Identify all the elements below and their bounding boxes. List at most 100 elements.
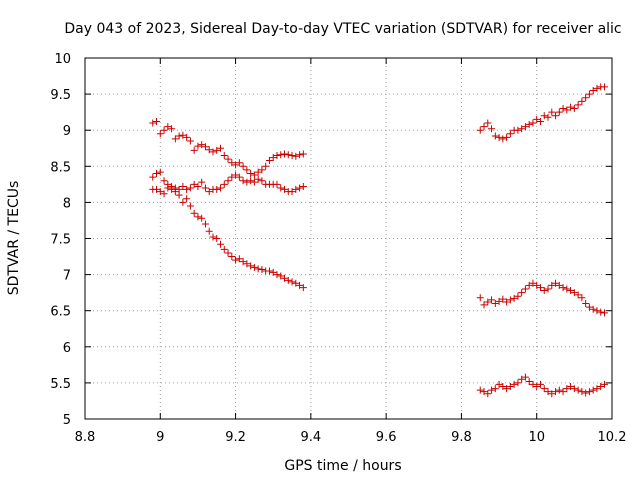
- data-point: [529, 119, 537, 127]
- data-point: [292, 279, 300, 287]
- data-point: [484, 390, 492, 398]
- data-point: [488, 386, 496, 394]
- data-point: [232, 161, 240, 169]
- data-point: [476, 294, 484, 302]
- data-point: [503, 133, 511, 141]
- x-tick-label: 9.4: [301, 430, 322, 445]
- data-point: [213, 146, 221, 154]
- data-point: [190, 209, 198, 217]
- data-point: [536, 284, 544, 292]
- data-point: [510, 294, 518, 302]
- data-point: [171, 135, 179, 143]
- data-point: [495, 380, 503, 388]
- data-point: [476, 386, 484, 394]
- data-point: [299, 150, 307, 158]
- data-point: [544, 113, 552, 121]
- data-point: [499, 295, 507, 303]
- data-point: [224, 249, 232, 257]
- data-point: [220, 245, 228, 253]
- x-tick-label: 9.8: [451, 430, 472, 445]
- data-point: [183, 195, 191, 203]
- data-point: [529, 380, 537, 388]
- data-point: [265, 267, 273, 275]
- data-point: [540, 385, 548, 393]
- y-tick-label: 8.5: [50, 160, 71, 175]
- data-point: [153, 185, 161, 193]
- data-point: [536, 380, 544, 388]
- data-point: [171, 188, 179, 196]
- data-point: [570, 289, 578, 297]
- x-tick-label: 8.8: [75, 430, 96, 445]
- data-point: [600, 309, 608, 317]
- data-point: [228, 253, 236, 261]
- x-axis-label: GPS time / hours: [284, 458, 401, 474]
- data-point: [480, 123, 488, 131]
- data-point: [201, 143, 209, 151]
- data-point: [232, 256, 240, 264]
- data-point: [179, 131, 187, 139]
- data-point: [217, 144, 225, 152]
- data-point: [544, 285, 552, 293]
- data-point: [574, 386, 582, 394]
- data-point: [600, 380, 608, 388]
- data-point: [179, 183, 187, 191]
- data-point: [277, 272, 285, 280]
- y-tick-label: 8: [63, 196, 71, 211]
- chart-title: Day 043 of 2023, Sidereal Day-to-day VTE…: [64, 21, 621, 37]
- data-point: [156, 168, 164, 176]
- data-point: [563, 285, 571, 293]
- data-point: [254, 175, 262, 183]
- data-point: [186, 202, 194, 210]
- data-point: [296, 184, 304, 192]
- data-point: [190, 180, 198, 188]
- data-point: [570, 105, 578, 113]
- data-point: [521, 123, 529, 131]
- data-point: [540, 112, 548, 120]
- data-point: [265, 157, 273, 165]
- data-point: [578, 97, 586, 105]
- data-point: [525, 281, 533, 289]
- data-point: [484, 119, 492, 127]
- data-point: [201, 220, 209, 228]
- data-point: [175, 191, 183, 199]
- data-point: [250, 263, 258, 271]
- tick-labels: 8.8 9 9.2 9.4 9.6 9.8 10 10.2 5 5.5 6 6.5 7 7.5 8 8.5 9 9…: [50, 52, 626, 445]
- data-point: [168, 185, 176, 193]
- data-point: [183, 133, 191, 141]
- y-tick-label: 5: [63, 413, 71, 428]
- data-point: [480, 388, 488, 396]
- data-point: [567, 103, 575, 111]
- data-point: [578, 388, 586, 396]
- data-point: [194, 213, 202, 221]
- x-tick-label: 10.2: [598, 430, 627, 445]
- data-point: [518, 375, 526, 383]
- series-track-3: [149, 184, 307, 292]
- data-point: [491, 385, 499, 393]
- data-point: [582, 299, 590, 307]
- data-point: [506, 296, 514, 304]
- data-point: [228, 159, 236, 167]
- data-point: [552, 279, 560, 287]
- data-point: [258, 166, 266, 174]
- data-point: [589, 305, 597, 313]
- data-point: [179, 198, 187, 206]
- data-point: [299, 284, 307, 292]
- data-point: [273, 151, 281, 159]
- series-track-1: [149, 118, 307, 179]
- data-point: [277, 151, 285, 159]
- data-point: [476, 126, 484, 134]
- data-point: [521, 285, 529, 293]
- data-point: [201, 184, 209, 192]
- data-point: [597, 308, 605, 316]
- data-point: [593, 385, 601, 393]
- data-point: [593, 307, 601, 315]
- data-point: [262, 162, 270, 170]
- data-point: [288, 151, 296, 159]
- data-point: [518, 289, 526, 297]
- data-point: [273, 271, 281, 279]
- data-point: [220, 151, 228, 159]
- data-point: [503, 298, 511, 306]
- data-point: [277, 184, 285, 192]
- data-point: [243, 166, 251, 174]
- data-point: [224, 177, 232, 185]
